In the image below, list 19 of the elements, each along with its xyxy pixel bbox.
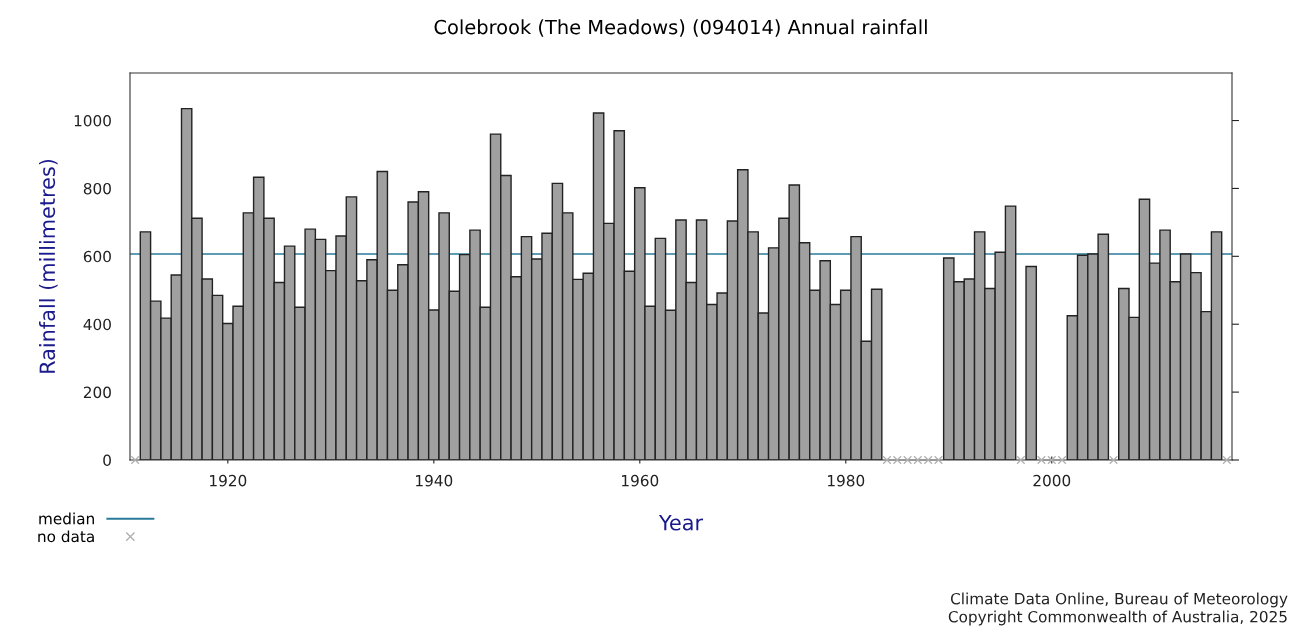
x-tick-label: 1980	[828, 474, 865, 487]
x-tick-label: 1920	[210, 474, 247, 487]
x-axis-title: Year	[658, 515, 704, 531]
legend-label: median	[39, 512, 94, 525]
y-tick-label: 0	[103, 454, 111, 467]
y-tick-label: 400	[83, 318, 111, 331]
bar	[1025, 265, 1038, 460]
y-tick-label: 600	[83, 250, 111, 263]
x-tick-label: 2000	[1033, 474, 1071, 487]
legend-label: no data	[38, 530, 94, 543]
text: Climate Data Online, Bureau of Meteorology	[950, 592, 1288, 608]
y-tick-label: 1000	[74, 114, 111, 127]
y-tick-label: 800	[83, 182, 111, 195]
y-axis-title: Rainfall (millimetres)	[39, 159, 58, 373]
x-tick-label: 1960	[622, 474, 659, 487]
text: Copyright Commonwealth of Australia, 2025	[948, 610, 1287, 626]
chart-title: Colebrook (The Meadows) (094014) Annual rainfall	[434, 19, 927, 37]
y-tick-label: 200	[83, 386, 111, 399]
x-tick-label: 1940	[416, 474, 453, 487]
